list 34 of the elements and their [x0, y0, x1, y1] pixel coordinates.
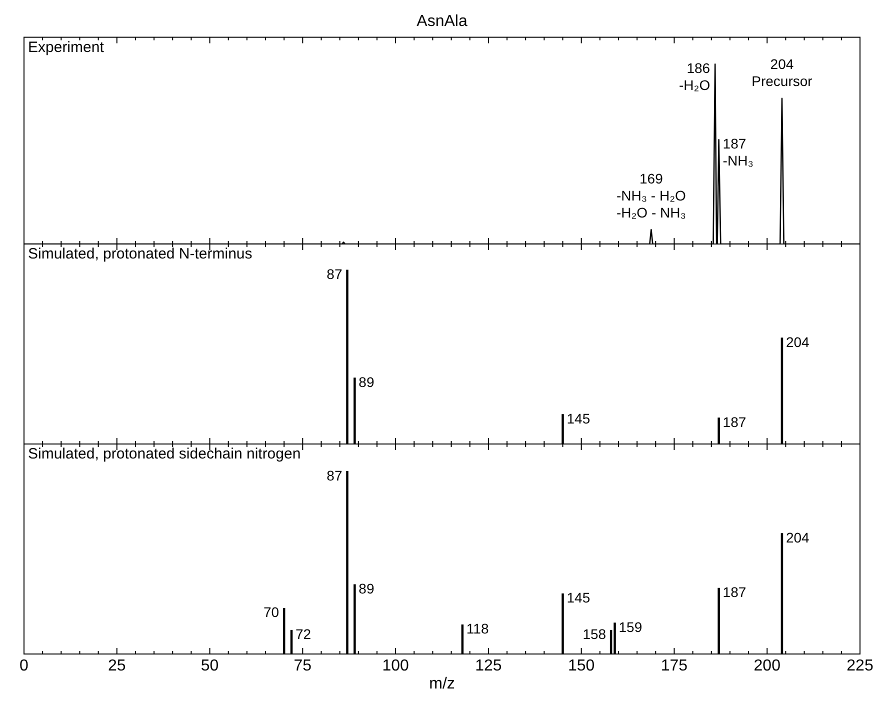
x-tick-label: 0 — [20, 657, 29, 674]
x-tick-label: 25 — [108, 657, 126, 674]
chart-subtitle: Experiment — [28, 38, 105, 56]
annotation: 187 -NH₃ — [722, 136, 754, 169]
chart-subtitle: Simulated, protonated N-terminus — [28, 246, 252, 263]
annotation: 187 — [722, 414, 746, 430]
annotation: 204 Precursor — [752, 56, 813, 90]
annotation: 145 — [566, 590, 590, 606]
annotation: 169 -NH₃ - H₂O -H₂O - NH₃ — [616, 170, 686, 220]
x-tick-label: 100 — [382, 657, 409, 674]
x-tick-label: 225 — [846, 657, 874, 674]
annotation: 89 — [358, 374, 374, 390]
annotation: 187 — [722, 584, 746, 600]
annotation: 87 — [326, 266, 342, 282]
x-tick-label: 175 — [660, 657, 688, 674]
annotation: 158 — [582, 626, 606, 642]
x-axis-title: m/z — [429, 675, 455, 692]
annotation: 204 — [786, 334, 810, 350]
x-tick-label: 125 — [475, 657, 502, 674]
annotation: 204 — [786, 529, 810, 546]
chart-subtitle: Simulated, protonated sidechain nitrogen — [28, 446, 301, 463]
x-tick-label: 200 — [754, 657, 781, 674]
x-tick-label: 150 — [568, 657, 595, 674]
annotation: 118 — [466, 620, 489, 637]
annotation: 186 -H₂O — [678, 60, 710, 94]
chart-title: AsnAla — [416, 13, 468, 30]
annotation: 72 — [296, 626, 312, 642]
annotation: 145 — [566, 410, 590, 426]
x-tick-label: 50 — [200, 657, 219, 674]
annotation: 70 — [264, 604, 280, 620]
annotation: 87 — [326, 467, 342, 484]
annotation: 159 — [618, 618, 642, 635]
x-tick-label: 75 — [294, 657, 312, 674]
annotation: 89 — [358, 580, 374, 596]
